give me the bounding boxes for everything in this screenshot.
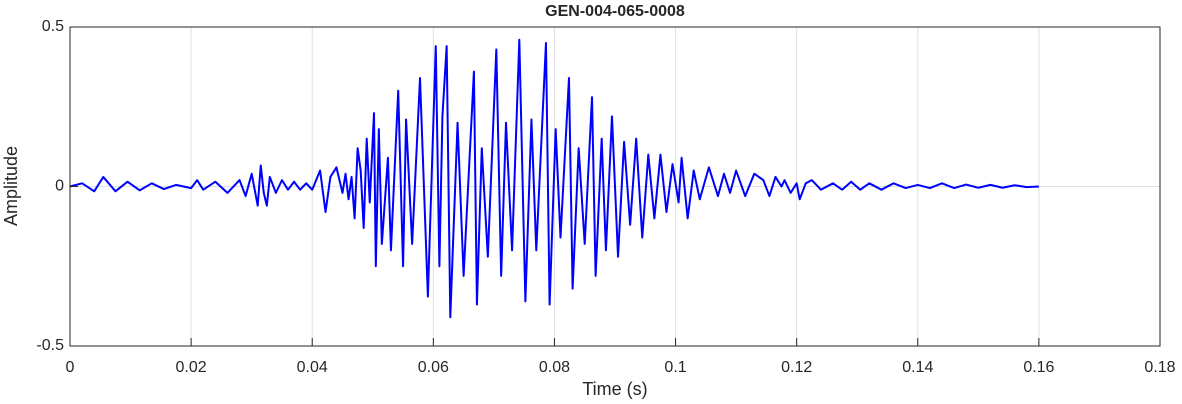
y-axis-label: Amplitude	[1, 146, 21, 226]
x-tick-label: 0	[66, 359, 75, 376]
x-tick-label: 0.12	[781, 359, 812, 376]
x-tick-label: 0.1	[664, 359, 686, 376]
waveform-line	[69, 38, 1039, 319]
y-tick-label: 0.5	[42, 18, 64, 35]
x-tick-label: 0.06	[418, 359, 449, 376]
x-tick-label: 0.18	[1144, 359, 1175, 376]
x-tick-label: 0.04	[297, 359, 328, 376]
plot	[69, 38, 1039, 319]
x-tick-label: 0.16	[1023, 359, 1054, 376]
y-tick-label: 0	[55, 178, 64, 195]
x-axis-label: Time (s)	[582, 379, 647, 399]
x-tick-label: 0.14	[902, 359, 933, 376]
x-tick-label: 0.02	[176, 359, 207, 376]
x-tick-label: 0.08	[539, 359, 570, 376]
y-tick-label: -0.5	[36, 337, 64, 354]
chart-title: GEN-004-065-0008	[545, 3, 685, 20]
